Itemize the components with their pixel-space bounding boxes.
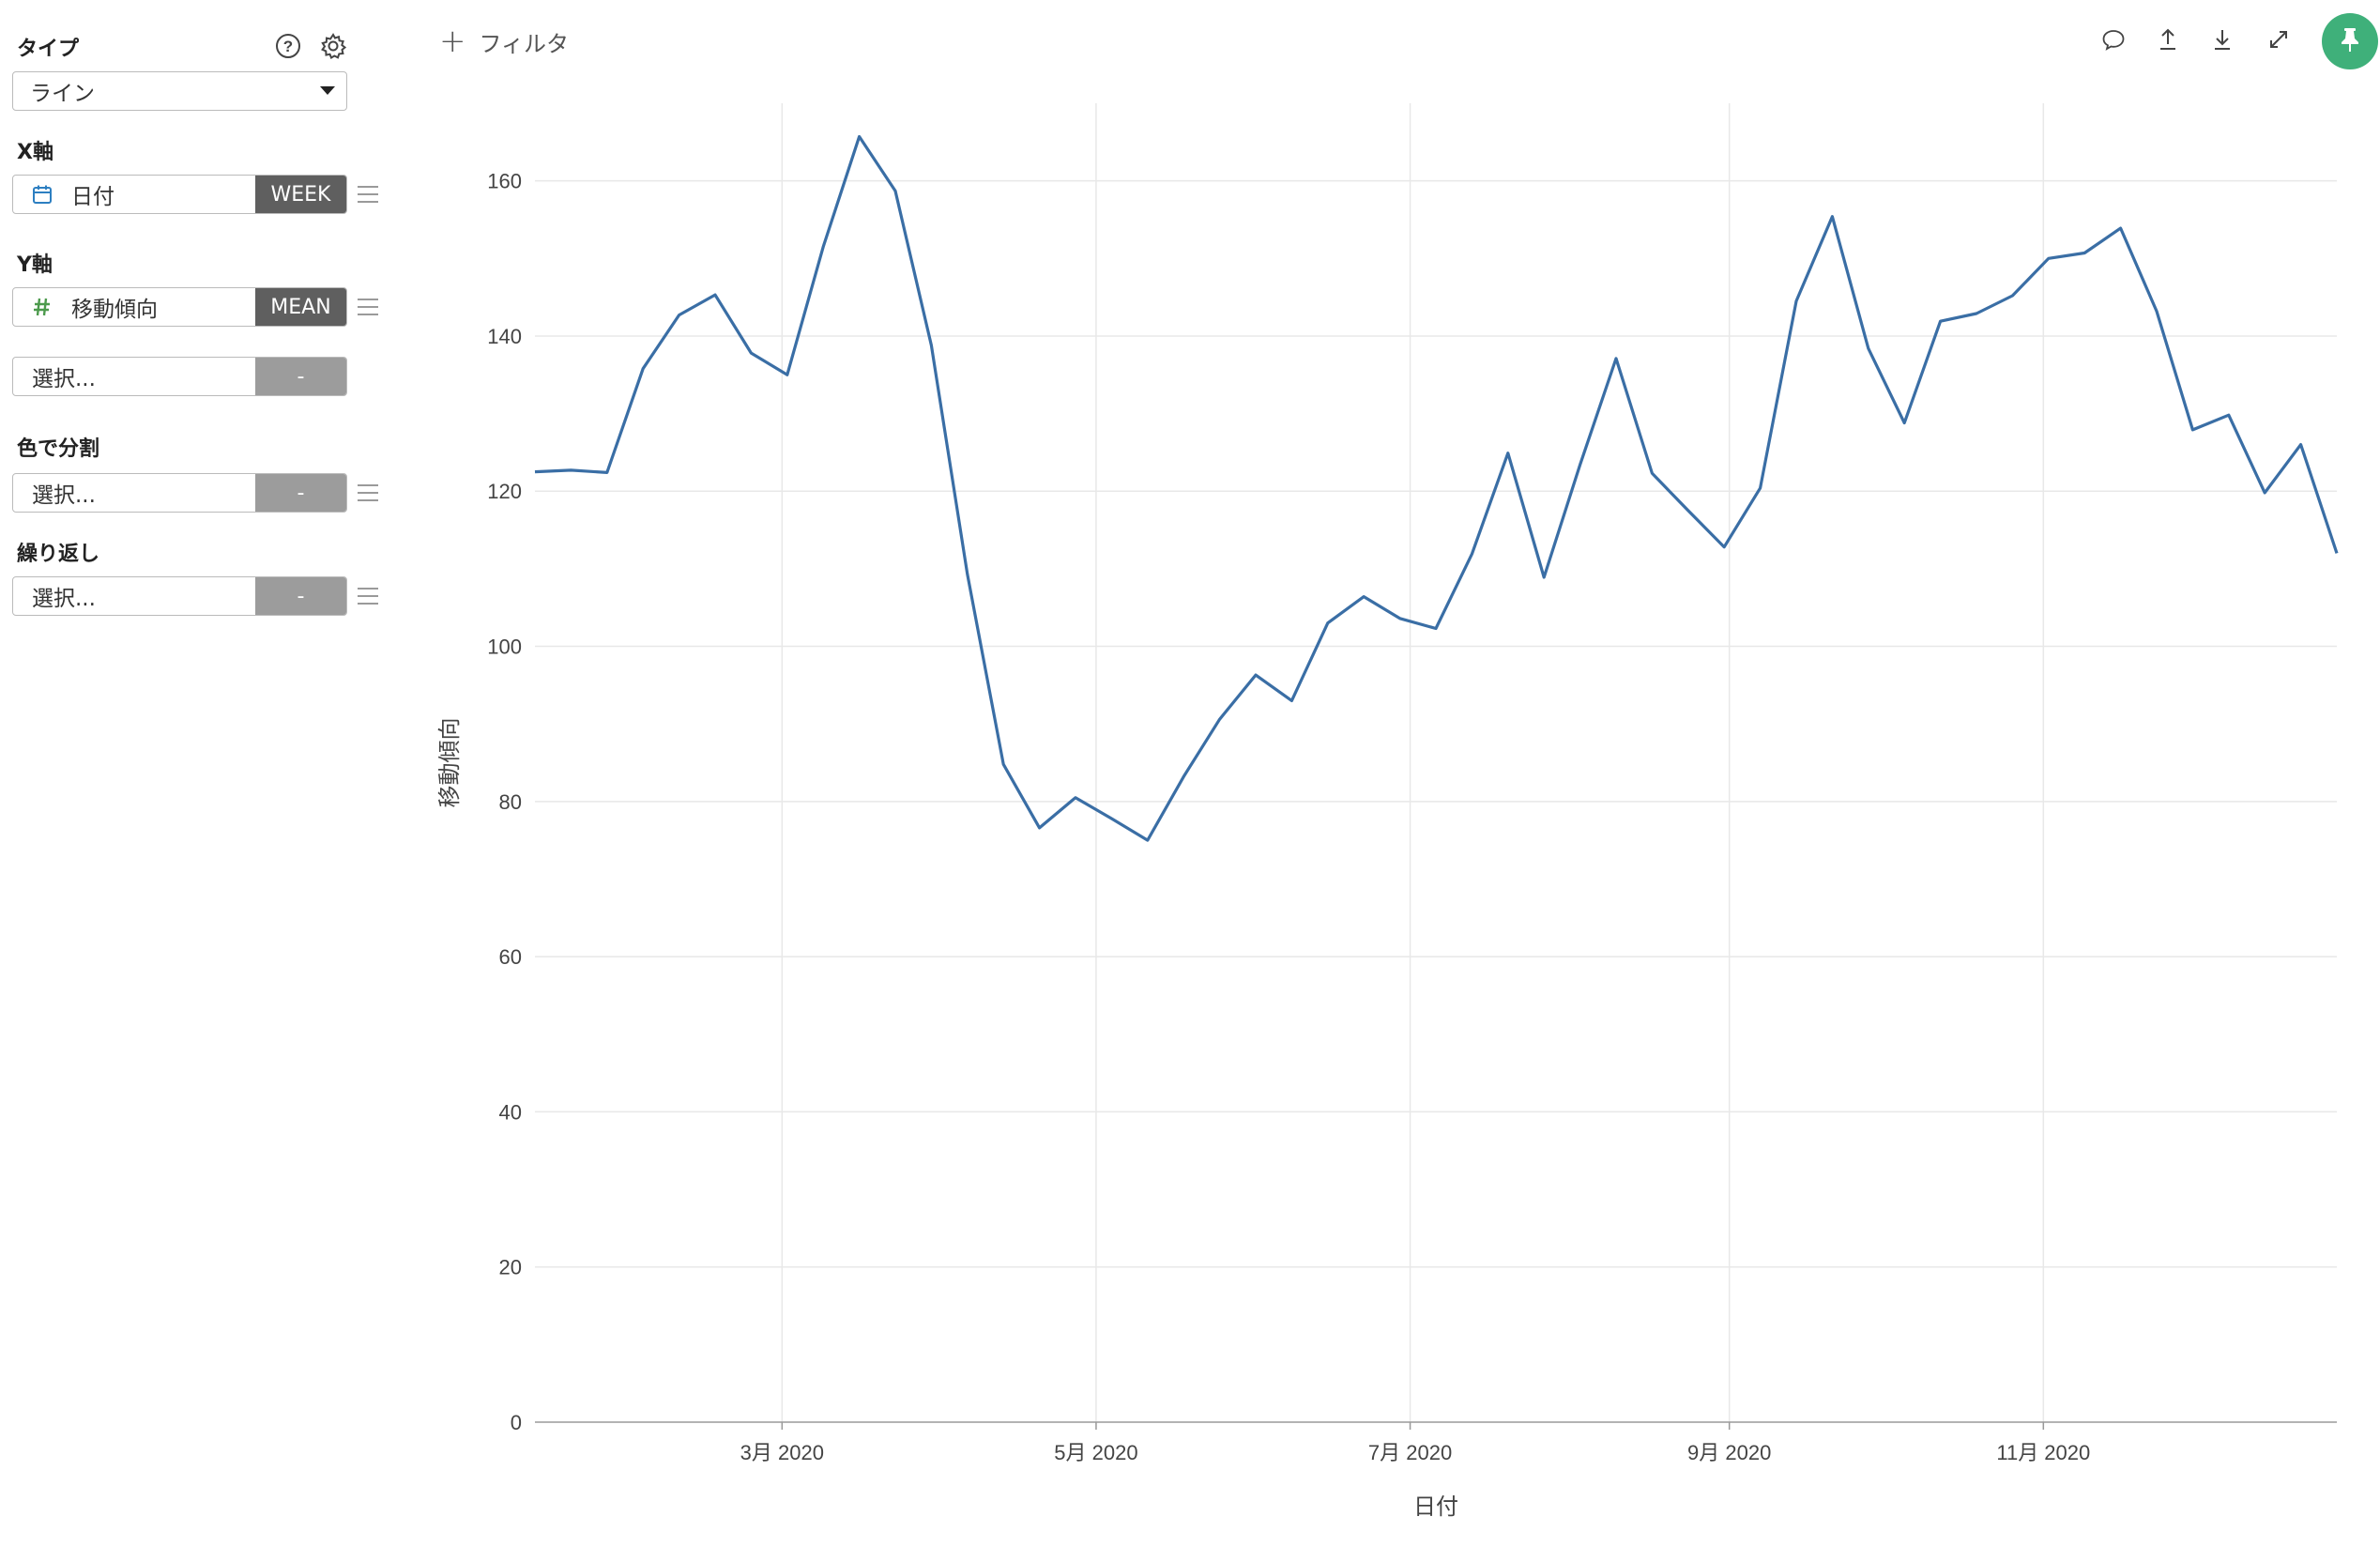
y-axis-field-2-main[interactable]: 選択... — [13, 358, 255, 395]
chart-grid — [535, 103, 2337, 1422]
x-tick-label: 7月 2020 — [1368, 1441, 1452, 1464]
x-tick-label: 9月 2020 — [1687, 1441, 1771, 1464]
color-split-drag-handle[interactable] — [358, 484, 378, 501]
x-tick-label: 5月 2020 — [1054, 1441, 1137, 1464]
color-split-field[interactable]: 選択... - — [12, 473, 347, 513]
comment-icon[interactable] — [2097, 23, 2130, 56]
repeat-field-main[interactable]: 選択... — [13, 577, 255, 615]
y-axis-field-name: 移動傾向 — [71, 298, 158, 322]
y-tick-label: 160 — [487, 170, 522, 193]
chart-type-value: ライン — [30, 82, 95, 106]
repeat-label: 繰り返し — [17, 543, 100, 566]
y-tick-label: 100 — [487, 636, 522, 659]
download-icon[interactable] — [2205, 23, 2239, 56]
x-tick-label: 11月 2020 — [1996, 1441, 2090, 1464]
repeat-placeholder: 選択... — [32, 587, 96, 611]
pin-button[interactable] — [2322, 13, 2378, 69]
hash-icon — [32, 297, 56, 317]
color-split-agg-button[interactable]: - — [255, 474, 346, 512]
y-axis-field-main[interactable]: 移動傾向 — [13, 288, 255, 326]
y-tick-label: 40 — [499, 1100, 522, 1124]
gear-icon[interactable] — [319, 32, 347, 60]
y-tick-label: 140 — [487, 325, 522, 348]
y-axis-drag-handle[interactable] — [358, 299, 378, 315]
chart-config-sidebar: タイプ ? ライン X軸 日付 WEEK — [0, 0, 394, 1547]
x-tick-label: 3月 2020 — [740, 1441, 824, 1464]
repeat-field[interactable]: 選択... - — [12, 576, 347, 616]
repeat-drag-handle[interactable] — [358, 588, 378, 605]
color-split-field-main[interactable]: 選択... — [13, 474, 255, 512]
y-tick-label: 80 — [499, 790, 522, 814]
calendar-icon — [32, 184, 56, 205]
y-axis-field-2-placeholder: 選択... — [32, 367, 96, 391]
x-axis-field[interactable]: 日付 WEEK — [12, 175, 347, 214]
x-axis-drag-handle[interactable] — [358, 186, 378, 203]
x-axis-label: X軸 — [17, 141, 53, 164]
y-axis-field-2[interactable]: 選択... - — [12, 357, 347, 396]
upload-icon[interactable] — [2151, 23, 2185, 56]
y-tick-label: 20 — [499, 1256, 522, 1279]
y-axis-2-agg-button[interactable]: - — [255, 358, 346, 395]
x-axis-field-name: 日付 — [71, 185, 114, 209]
chart-series — [534, 134, 2339, 842]
series-line — [534, 134, 2339, 842]
y-axis-agg-button[interactable]: MEAN — [255, 288, 346, 326]
y-tick-label: 60 — [499, 945, 522, 969]
help-icon[interactable]: ? — [274, 32, 302, 60]
filter-label: フィルタ — [479, 30, 570, 57]
chart-type-select[interactable]: ライン — [12, 71, 347, 111]
chart-axes: 0 20 40 60 80 100 120 140 160 3月 2020 5月 2020 7月 20… — [487, 170, 2337, 1464]
add-filter-button[interactable]: + フィルタ — [439, 23, 569, 60]
x-axis-title: 日付 — [1413, 1494, 1458, 1520]
repeat-agg-button[interactable]: - — [255, 577, 346, 615]
color-split-label: 色で分割 — [17, 437, 100, 461]
x-axis-field-main[interactable]: 日付 — [13, 176, 255, 213]
pin-icon — [2337, 25, 2363, 57]
chevron-down-icon — [320, 86, 335, 95]
expand-icon[interactable] — [2262, 23, 2296, 56]
svg-text:?: ? — [283, 38, 293, 55]
y-axis-field[interactable]: 移動傾向 MEAN — [12, 287, 347, 327]
y-axis-title: 移動傾向 — [437, 718, 463, 808]
color-split-placeholder: 選択... — [32, 483, 96, 508]
type-label: タイプ — [17, 38, 80, 61]
plus-icon: + — [439, 23, 466, 60]
y-tick-label: 0 — [511, 1411, 522, 1434]
y-axis-label: Y軸 — [17, 253, 53, 277]
x-axis-agg-button[interactable]: WEEK — [255, 176, 346, 213]
y-tick-label: 120 — [487, 480, 522, 503]
